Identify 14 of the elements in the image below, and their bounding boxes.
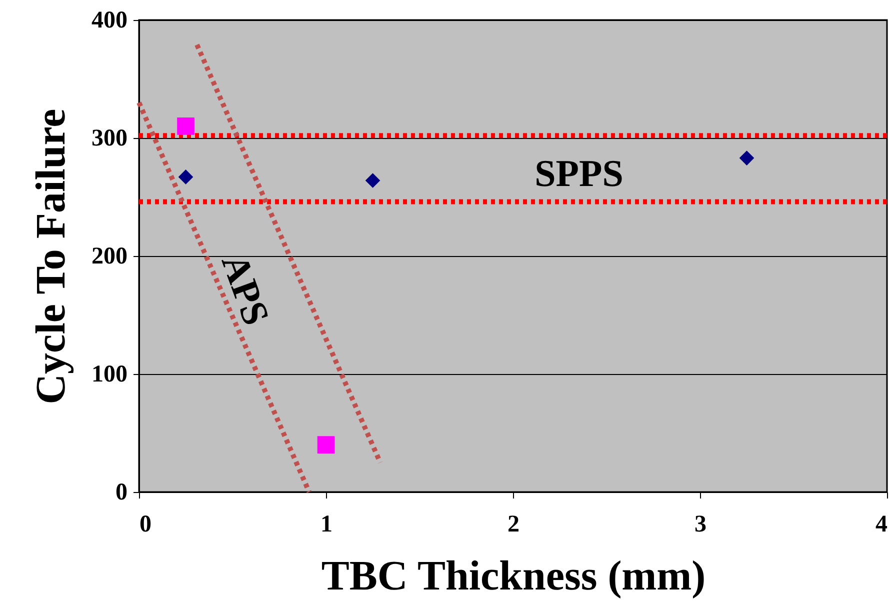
x-tick-label: 0 <box>140 512 152 538</box>
annotation: SPPS <box>534 153 624 195</box>
y-tick-label: 400 <box>92 8 128 34</box>
y-axis-title: Cycle To Failure <box>28 108 74 404</box>
annotation: APS <box>212 248 277 331</box>
x-tick-label: 1 <box>320 512 332 538</box>
y-tick-label: 200 <box>92 244 128 270</box>
y-tick-label: 300 <box>92 126 128 152</box>
y-tick-label: 0 <box>116 480 128 506</box>
x-tick-label: 3 <box>694 512 706 538</box>
y-tick-label: 100 <box>92 362 128 388</box>
x-axis-title: TBC Thickness (mm) <box>321 554 706 600</box>
x-tick-label: 4 <box>876 512 888 538</box>
x-tick-label: 2 <box>508 512 520 538</box>
